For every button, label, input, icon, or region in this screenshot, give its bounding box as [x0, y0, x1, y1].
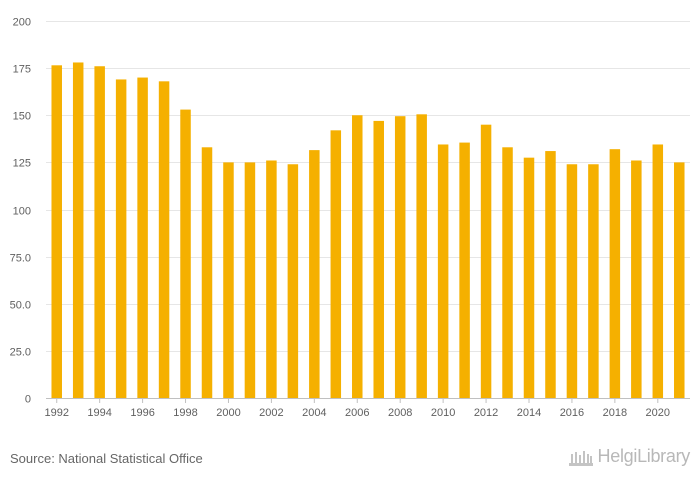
y-axis-labels: 0 25.0 50.0 75.0 100 125 150 175 200 [10, 17, 31, 406]
chart-footer: Source: National Statistical Office Helg… [0, 440, 700, 483]
bar-2005[interactable] [330, 130, 342, 398]
bar-2002[interactable] [266, 160, 277, 398]
x-tick-label: 2016 [560, 407, 584, 419]
bar-2017[interactable] [588, 164, 599, 398]
bar-2001[interactable] [244, 162, 256, 399]
bar-2018[interactable] [609, 149, 621, 398]
bar-1999[interactable] [201, 147, 213, 398]
x-tick-label: 1996 [130, 407, 154, 419]
bar-2011[interactable] [459, 142, 470, 398]
source-note: Source: National Statistical Office [10, 451, 203, 466]
y-tick-label: 75.0 [10, 253, 31, 265]
bar-2016[interactable] [566, 164, 578, 398]
bar-series [51, 62, 685, 399]
x-tick-label: 1998 [173, 407, 197, 419]
bar-1998[interactable] [180, 109, 191, 398]
x-tick-label: 2008 [388, 407, 412, 419]
x-tick-label: 2000 [216, 407, 240, 419]
grid-lines [46, 21, 690, 352]
x-tick-label: 2006 [345, 407, 369, 419]
bar-2021[interactable] [674, 162, 685, 399]
helgi-library-logo[interactable]: HelgiLibrary [568, 446, 690, 467]
x-tick-label: 2020 [646, 407, 670, 419]
x-tick-label: 2004 [302, 407, 326, 419]
bar-2006[interactable] [352, 115, 363, 398]
x-tick-label: 1994 [87, 407, 111, 419]
x-axis [46, 398, 690, 403]
y-tick-label: 200 [13, 17, 31, 29]
y-tick-label: 25.0 [10, 347, 31, 359]
bar-1995[interactable] [115, 79, 127, 398]
x-tick-label: 2012 [474, 407, 498, 419]
bar-1994[interactable] [94, 66, 105, 399]
bar-2010[interactable] [437, 144, 449, 398]
bar-2000[interactable] [223, 162, 234, 399]
x-tick-label: 1992 [44, 407, 68, 419]
bar-1992[interactable] [51, 65, 62, 399]
bar-1996[interactable] [137, 77, 148, 399]
bar-2020[interactable] [652, 144, 664, 398]
y-tick-label: 175 [13, 64, 31, 76]
x-tick-label: 2010 [431, 407, 455, 419]
logo-text: HelgiLibrary [597, 446, 691, 466]
bar-2009[interactable] [416, 114, 427, 398]
x-tick-label: 2002 [259, 407, 283, 419]
bar-2015[interactable] [545, 151, 556, 398]
x-tick-label: 2018 [603, 407, 627, 419]
bar-2007[interactable] [373, 120, 384, 398]
bar-2004[interactable] [309, 150, 320, 398]
y-tick-label: 0 [25, 394, 31, 406]
bar-2014[interactable] [523, 157, 535, 398]
bar-1997[interactable] [158, 81, 170, 398]
y-tick-label: 100 [13, 206, 31, 218]
bar-2013[interactable] [502, 147, 513, 398]
x-axis-labels: 1992 1994 1996 1998 2000 2002 2004 2006 2008 2010… [44, 407, 670, 419]
bar-2019[interactable] [631, 160, 642, 398]
library-building-icon [568, 450, 593, 466]
bar-2003[interactable] [287, 164, 299, 398]
bar-2008[interactable] [394, 116, 406, 398]
bar-2012[interactable] [480, 124, 492, 399]
x-tick-label: 2014 [517, 407, 541, 419]
y-tick-label: 125 [13, 158, 31, 170]
y-tick-label: 150 [13, 111, 31, 123]
y-tick-label: 50.0 [10, 300, 31, 312]
bar-1993[interactable] [72, 62, 84, 398]
